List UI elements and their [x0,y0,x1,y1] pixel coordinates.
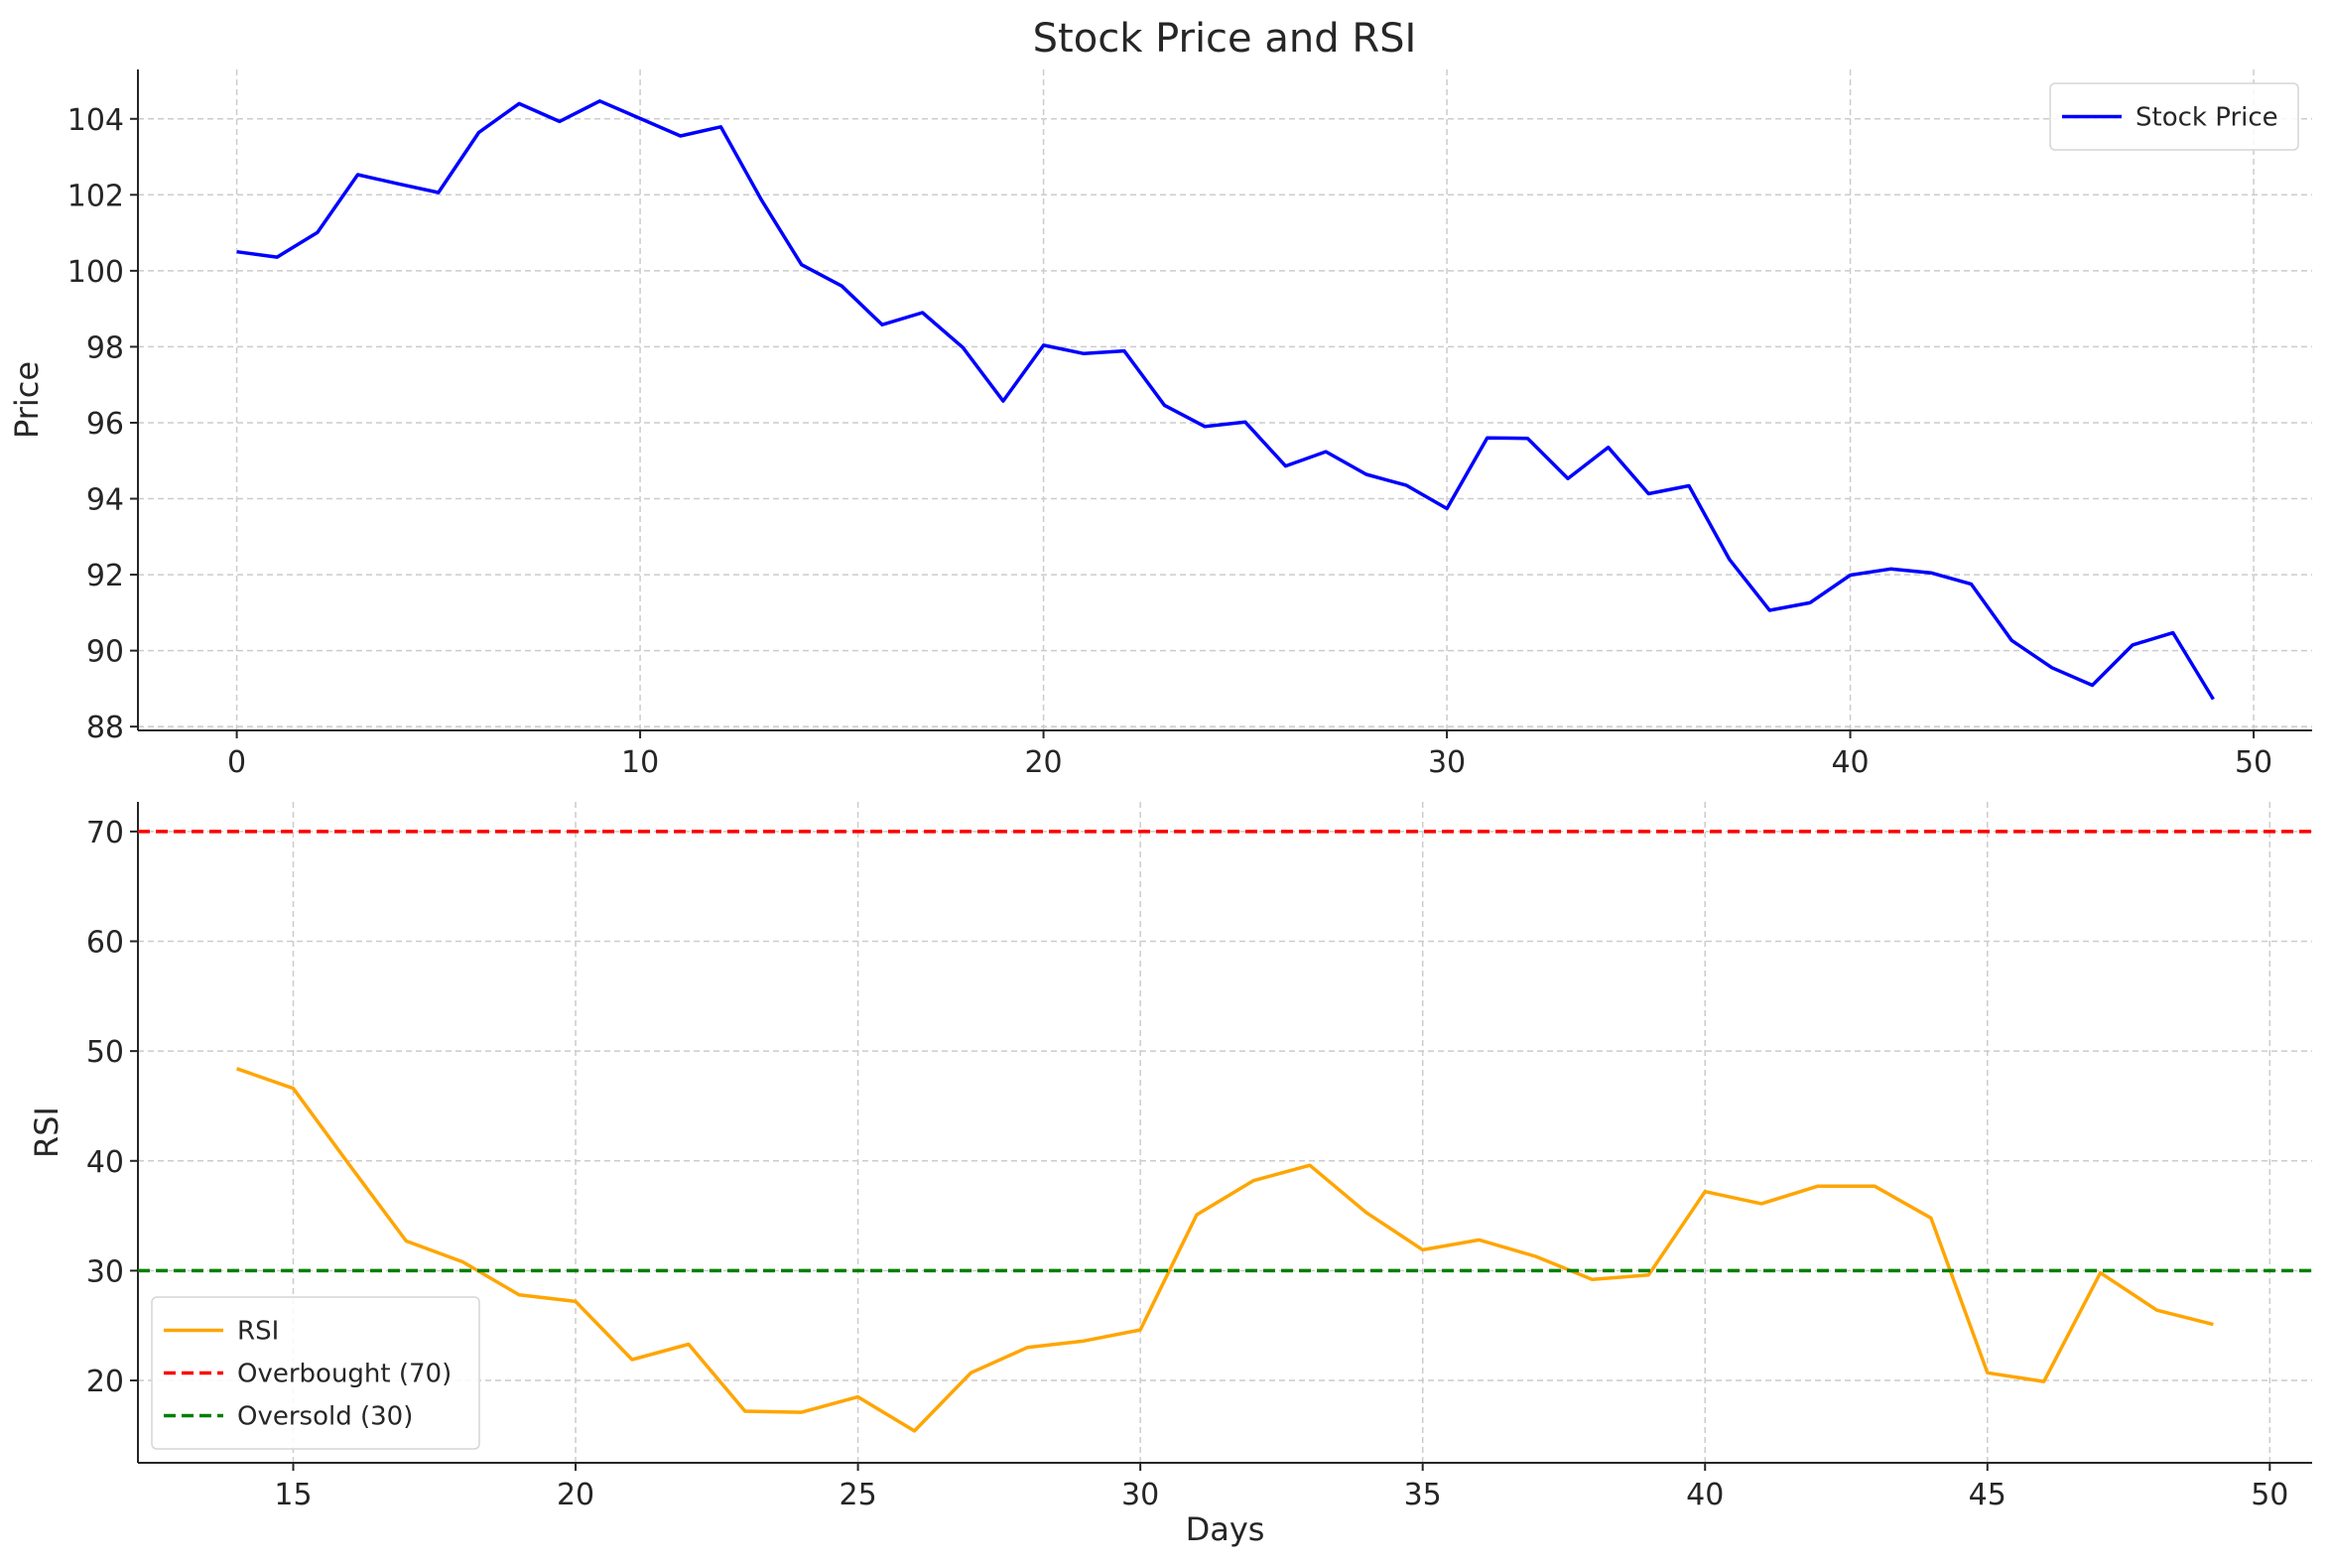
x-tick-label: 35 [1404,1478,1442,1512]
x-tick-label: 30 [1121,1478,1159,1512]
y-tick-label: 92 [86,559,124,593]
x-tick-label: 20 [1024,745,1062,780]
y-tick-label: 102 [67,179,124,213]
y-tick-label: 40 [86,1145,124,1180]
legend-box [151,1296,480,1450]
x-tick-label: 45 [1969,1478,2006,1512]
legend-label: Overbought (70) [237,1360,452,1389]
x-tick-label: 25 [839,1478,876,1512]
x-tick-label: 0 [227,745,246,780]
y-tick-label: 50 [86,1035,124,1070]
x-tick-label: 30 [1428,745,1466,780]
x-tick-label: 40 [1831,745,1869,780]
legend-label: Oversold (30) [237,1402,413,1432]
legend-label: Stock Price [2136,103,2278,133]
x-tick-label: 50 [2235,745,2272,780]
x-axis-label: Days [1186,1510,1265,1548]
y-tick-label: 20 [86,1365,124,1399]
series-line-rsi [236,1067,2214,1433]
y-axis-label: RSI [28,1107,65,1158]
y-tick-label: 100 [67,255,124,290]
y-tick-label: 70 [86,816,124,850]
y-tick-label: 96 [86,407,124,442]
legend-label: RSI [237,1317,279,1347]
price-panel: 0 10 20 30 40 50 88 90 92 94 96 98 100 102 104 Price Sto… [8,69,2312,780]
y-tick-label: 60 [86,926,124,961]
y-tick-label: 88 [86,711,124,745]
y-tick-label: 90 [86,635,124,670]
y-tick-label: 98 [86,330,124,365]
series-line-stock-price [236,99,2215,701]
x-tick-label: 20 [557,1478,594,1512]
x-tick-label: 50 [2251,1478,2288,1512]
x-tick-label: 10 [621,745,659,780]
legend-box [2049,82,2299,151]
y-axis-label: Price [8,361,46,439]
y-tick-label: 94 [86,483,124,518]
x-tick-label: 15 [274,1478,312,1512]
y-tick-label: 30 [86,1254,124,1289]
chart-title: Stock Price and RSI [1033,16,1417,62]
rsi-panel: 15 20 25 30 35 40 45 50 20 30 40 50 60 70 RSI Days RSI Ov… [28,802,2312,1548]
x-tick-label: 40 [1686,1478,1724,1512]
y-tick-label: 104 [67,103,124,138]
